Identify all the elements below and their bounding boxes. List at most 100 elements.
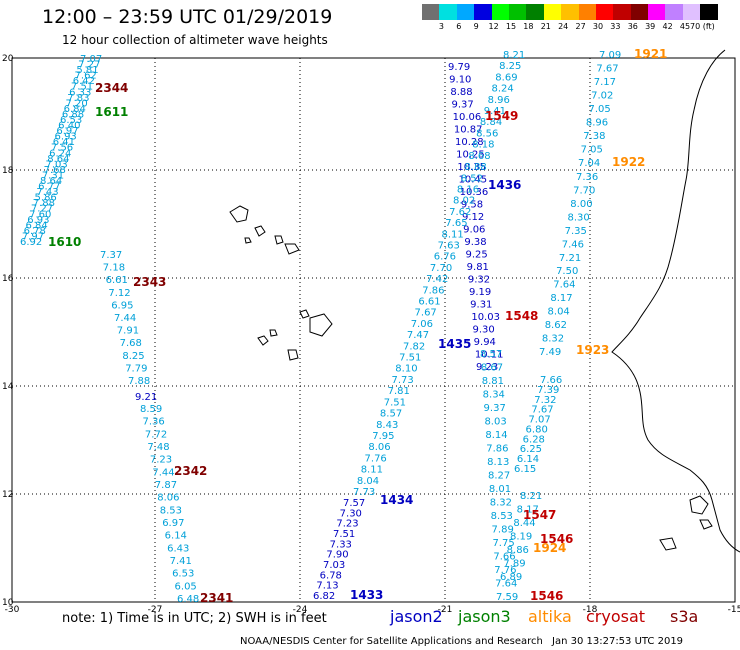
wave-height-value: 7.75: [492, 538, 514, 549]
wave-height-value: 6.43: [167, 543, 189, 554]
wave-height-value: 10.36: [460, 187, 489, 198]
wave-height-value: 8.21: [503, 50, 525, 61]
wave-height-value: 7.27: [31, 204, 53, 215]
wave-height-value: 10.25: [456, 150, 485, 161]
wave-height-value: 7.95: [372, 431, 394, 442]
wave-height-value: 6.33: [69, 87, 91, 98]
wave-height-value: 7.86: [486, 444, 508, 455]
wave-height-value: 6.97: [162, 518, 184, 529]
colorbar-swatch: [648, 4, 666, 20]
wave-height-value: 10.87: [454, 125, 483, 136]
wave-height-value: 8.67: [481, 363, 503, 374]
wave-height-value: 6.05: [175, 581, 197, 592]
wave-height-value: 6.80: [526, 424, 548, 435]
pass-number-label: 1433: [350, 588, 383, 602]
colorbar-swatch: [526, 4, 544, 20]
wave-height-value: 7.05: [589, 104, 611, 115]
wave-height-value: 8.88: [450, 87, 472, 98]
wave-height-value: 8.62: [545, 320, 567, 331]
pass-number-label: 2344: [95, 81, 128, 95]
wave-height-value: 6.48: [177, 594, 199, 605]
lon-label: -24: [293, 605, 308, 615]
wave-height-value: 9.41: [484, 106, 506, 117]
colorbar-label: 30: [592, 22, 604, 31]
pass-number-label: 1924: [533, 541, 566, 555]
colorbar-label: 21: [540, 22, 551, 31]
colorbar-swatch: [543, 4, 562, 20]
wave-height-value: 6.40: [58, 121, 80, 132]
wave-height-value: 6.92: [20, 237, 42, 248]
wave-height-value: 7.68: [44, 165, 66, 176]
wave-height-value: 6.89: [500, 572, 522, 583]
wave-height-value: 5.86: [35, 193, 57, 204]
wave-height-value: 8.32: [542, 334, 564, 345]
wave-height-value: 8.88: [465, 162, 487, 173]
wave-height-value: 8.53: [160, 505, 182, 516]
wave-height-value: 10.28: [455, 137, 484, 148]
wave-height-value: 7.89: [503, 559, 525, 570]
wave-height-value: 7.36: [142, 417, 164, 428]
wave-height-value: 7.62: [449, 207, 471, 218]
wave-height-value: 8.43: [376, 420, 398, 431]
wave-height-value: 9.79: [448, 62, 470, 73]
wave-height-value: 7.89: [492, 525, 514, 536]
wave-height-value: 9.32: [468, 275, 490, 286]
wave-height-value: 9.94: [474, 337, 496, 348]
wave-height-value: 8.13: [487, 457, 509, 468]
wave-height-value: 5.81: [76, 65, 98, 76]
wave-height-value: 8.25: [499, 61, 521, 72]
wave-height-value: 8.32: [490, 498, 512, 509]
wave-height-value: 8.56: [476, 128, 498, 139]
pass-number-label: 2341: [200, 591, 233, 605]
wave-height-value: 7.56: [51, 143, 73, 154]
wave-height-value: 7.88: [33, 198, 55, 209]
wave-height-value: 6.78: [24, 226, 46, 237]
wave-height-value: 7.33: [330, 539, 352, 550]
wave-height-value: 7.44: [114, 313, 136, 324]
colorbar-label: 33: [610, 22, 621, 31]
colorbar-label: 12: [488, 22, 499, 31]
wave-height-value: 6.78: [320, 570, 342, 581]
wave-height-value: 8.57: [480, 349, 502, 360]
wave-height-value: 7.23: [336, 519, 358, 530]
wave-height-value: 8.17: [550, 293, 572, 304]
figure-title: 12:00 – 23:59 UTC 01/29/2019: [42, 6, 333, 28]
lat-label: 18: [2, 166, 14, 176]
wave-height-value: 6.25: [520, 444, 542, 455]
colorbar-label: 36: [627, 22, 638, 31]
pass-number-label: 1922: [612, 155, 645, 169]
pass-number-label: 1611: [95, 105, 128, 119]
wave-height-value: 7.31: [42, 170, 64, 181]
wave-height-value: 7.32: [534, 395, 556, 406]
pass-number-label: 1923: [576, 343, 609, 357]
wave-height-value: 7.88: [128, 376, 150, 387]
wave-height-value: 7.64: [553, 280, 575, 291]
wave-height-value: 8.69: [495, 72, 517, 83]
wave-height-value: 6.14: [517, 454, 539, 465]
wave-height-value: 8.00: [570, 199, 592, 210]
wave-height-value: 7.13: [316, 581, 338, 592]
wave-height-value: 7.43: [36, 187, 58, 198]
wave-height-value: 6.61: [106, 275, 128, 286]
wave-height-value: 7.79: [125, 363, 147, 374]
wave-height-value: 8.64: [40, 176, 62, 187]
wave-height-value: 7.06: [411, 319, 433, 330]
wave-height-value: 7.39: [537, 385, 559, 396]
lat-label: 12: [2, 490, 13, 500]
wave-height-value: 7.30: [340, 508, 362, 519]
colorbar-label: 18: [523, 22, 534, 31]
canary-islands: [229, 205, 300, 255]
wave-height-value: 7.04: [578, 158, 600, 169]
wave-height-value: 7.83: [67, 93, 89, 104]
wave-height-value: 6.14: [165, 531, 187, 542]
colorbar-swatch: [508, 4, 527, 20]
wave-height-value: 8.19: [510, 532, 532, 543]
wave-height-value: 7.21: [559, 253, 581, 264]
wave-height-value: 6.53: [60, 115, 82, 126]
wave-height-value: 7.36: [576, 172, 598, 183]
wave-height-value: 8.52: [461, 173, 483, 184]
wave-height-value: 8.02: [453, 196, 475, 207]
wave-height-value: 6.76: [434, 252, 456, 263]
wave-height-value: 9.38: [464, 237, 486, 248]
wave-height-value: 7.67: [596, 64, 618, 75]
